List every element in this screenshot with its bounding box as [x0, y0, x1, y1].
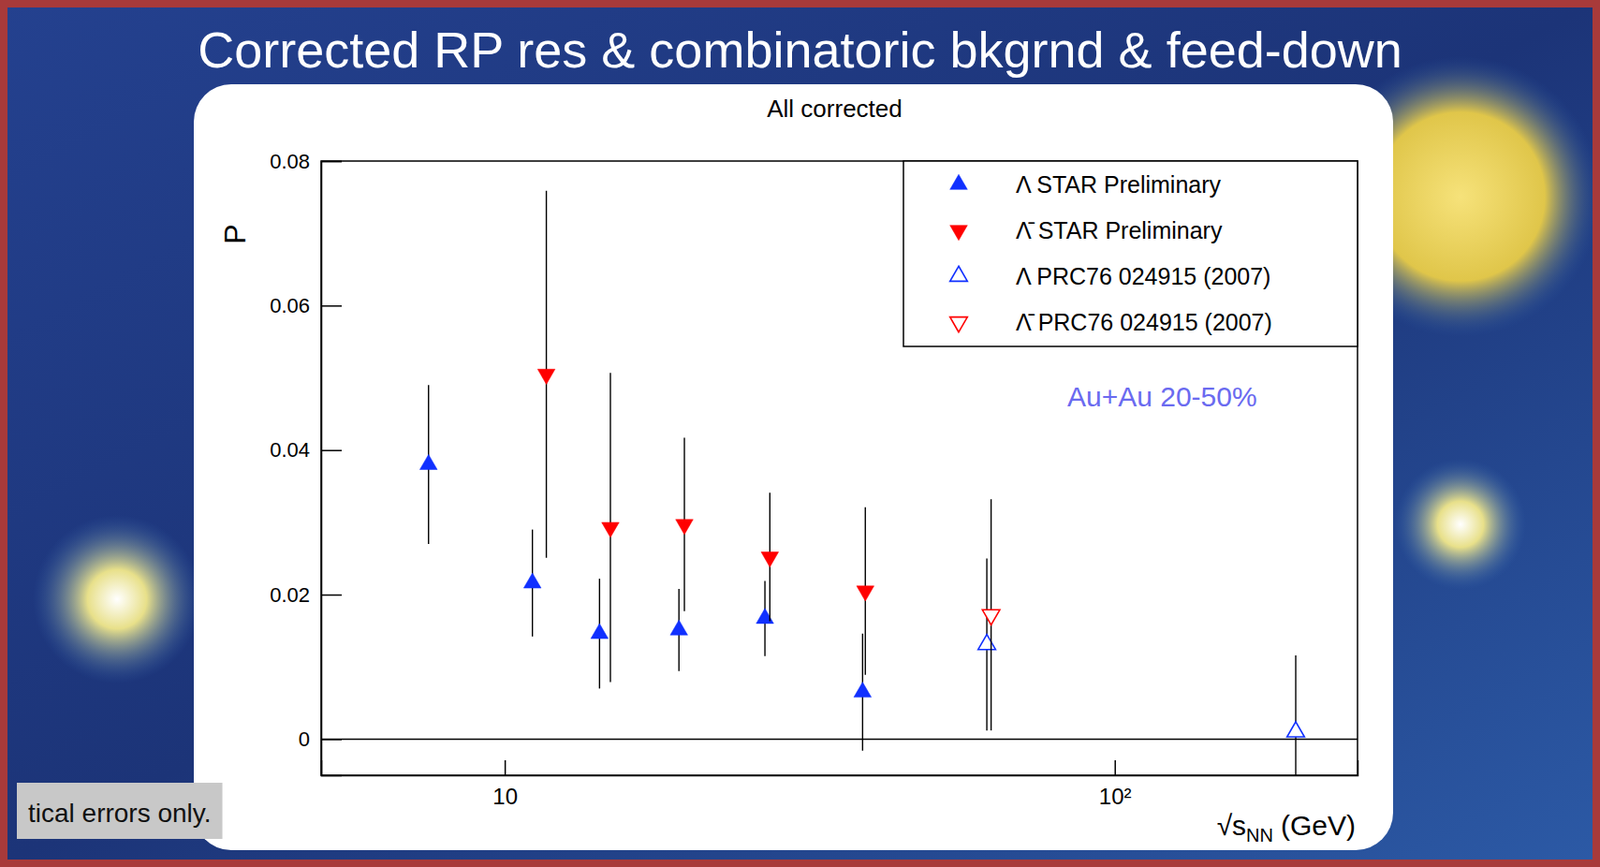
legend-marker — [950, 225, 969, 241]
data-point — [756, 608, 775, 624]
data-point — [419, 454, 438, 470]
x-tick-mark — [1114, 760, 1116, 776]
y-axis-line — [322, 161, 343, 777]
data-point — [853, 682, 872, 698]
legend-label: Λ̄ STAR Preliminary — [1015, 217, 1223, 244]
y-tick-label: 0.04 — [269, 438, 310, 462]
x-axis-line — [322, 760, 1359, 777]
y-tick: 0.04 — [269, 438, 342, 462]
x-tick-mark — [504, 760, 507, 776]
data-point — [978, 634, 997, 650]
legend-box — [903, 161, 1358, 347]
slide-title: Corrected RP res & combinatoric bkgrnd &… — [197, 21, 1403, 78]
slide-frame — [3, 3, 1597, 864]
series — [419, 384, 871, 751]
data-point — [601, 522, 620, 538]
legend-marker — [950, 174, 969, 190]
x-tick: 10² — [1099, 760, 1132, 809]
data-point — [675, 519, 694, 535]
chart-title: All corrected — [766, 94, 903, 123]
note-box — [16, 782, 223, 839]
x-tick-label: 10² — [1099, 783, 1132, 809]
data-point — [982, 609, 1000, 625]
data-point — [523, 572, 542, 588]
x-tick-label: 10 — [492, 783, 518, 809]
x-axis-title: √sNN (GeV) — [1217, 809, 1356, 846]
x-axis-title-main: √s — [1217, 809, 1247, 841]
series — [982, 499, 1000, 731]
y-tick-label: 0 — [298, 727, 310, 751]
plot-frame — [321, 161, 1358, 776]
x-axis: 10 10² — [322, 760, 1359, 809]
y-tick-mark — [321, 594, 342, 597]
annotation: Au+Au 20-50% — [1067, 381, 1258, 412]
data-point — [590, 623, 609, 639]
series — [978, 557, 1306, 776]
y-tick: 0.02 — [269, 583, 342, 607]
y-axis-title: P — [218, 223, 252, 244]
data-point — [856, 586, 875, 602]
plot-area — [419, 190, 1305, 776]
x-axis-title-unit: (GeV) — [1280, 809, 1356, 841]
chart-panel — [193, 84, 1394, 851]
y-tick-label: 0.08 — [269, 149, 310, 174]
error-bar — [1294, 655, 1296, 776]
data-point — [670, 619, 689, 635]
y-tick-mark — [321, 161, 342, 163]
x-axis-title-sub: NN — [1246, 824, 1274, 846]
legend-label: Λ PRC76 024915 (2007) — [1015, 263, 1271, 290]
background — [0, 0, 1600, 867]
data-point — [761, 552, 779, 568]
star-glow — [1394, 458, 1527, 590]
legend: Λ STAR Preliminary Λ̄ STAR Preliminary Λ P… — [903, 161, 1358, 347]
y-tick: 0.08 — [269, 149, 342, 174]
star-glow — [32, 514, 202, 684]
y-tick-mark — [321, 449, 342, 452]
data-point — [1287, 721, 1306, 737]
y-tick-label: 0.06 — [269, 293, 310, 318]
zero-line — [321, 738, 1358, 741]
y-tick: 0.06 — [269, 293, 342, 318]
slide: Corrected RP res & combinatoric bkgrnd &… — [0, 0, 1600, 867]
y-axis: 0 0.02 0.04 0.06 0.08 — [269, 149, 342, 777]
legend-marker — [950, 317, 969, 333]
series — [537, 190, 874, 683]
legend-label: Λ STAR Preliminary — [1015, 171, 1222, 198]
legend-label: Λ̄ PRC76 024915 (2007) — [1015, 308, 1273, 336]
y-tick-label: 0.02 — [269, 583, 310, 607]
note: tical errors only. — [28, 798, 212, 828]
data-point — [537, 368, 556, 384]
legend-marker — [950, 265, 969, 281]
x-tick: 10 — [492, 760, 518, 809]
y-tick-mark — [321, 305, 342, 308]
